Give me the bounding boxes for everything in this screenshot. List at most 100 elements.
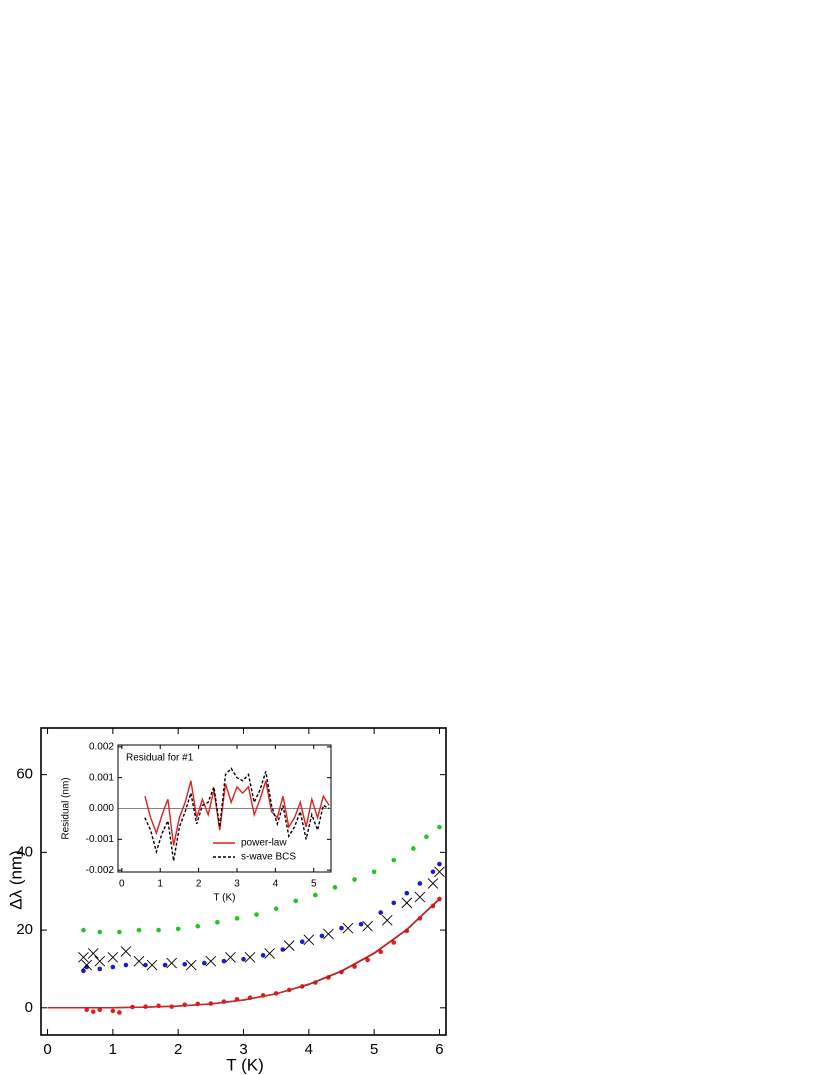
x-marker [225, 951, 236, 963]
dot [319, 933, 325, 939]
inset-y-title: Residual (nm) [61, 777, 72, 839]
x-marker [342, 922, 354, 934]
y-tick-label: 0.002 [89, 741, 114, 752]
x-marker [401, 897, 413, 909]
dot [437, 861, 442, 867]
plot-content: 0 1 2 3 4 5 -0.002 -0.001 0.000 0.001 0.002 [86, 741, 331, 890]
dot [97, 966, 103, 972]
x-marker [414, 891, 426, 903]
x-marker [381, 915, 393, 926]
dot [280, 947, 285, 952]
dot [162, 962, 168, 968]
dot [378, 910, 383, 915]
x-marker [185, 959, 197, 971]
x-tick-label: 4 [273, 879, 279, 890]
x-marker [166, 957, 177, 969]
dot [110, 964, 116, 970]
x-marker [120, 946, 132, 957]
x-tick-label: 4 [305, 1041, 313, 1058]
x-tick-label: 5 [370, 1041, 378, 1058]
dot [241, 956, 246, 962]
series-line [144, 780, 330, 846]
x-tick-label: 3 [239, 1041, 247, 1058]
series-line [144, 767, 330, 862]
dot [81, 968, 86, 974]
dot [365, 957, 370, 963]
x-marker [146, 959, 158, 971]
dot [202, 960, 207, 966]
x-marker [87, 948, 99, 959]
dot [404, 890, 410, 896]
x-marker [81, 959, 93, 971]
dot [332, 885, 338, 890]
dot [391, 857, 397, 863]
x-marker [94, 955, 106, 967]
dot [81, 927, 86, 933]
series-line [47, 898, 440, 1009]
dot [313, 892, 318, 898]
dot [358, 921, 364, 927]
dot [84, 1007, 90, 1013]
dot [273, 906, 279, 912]
x-tick-label: 2 [174, 1041, 182, 1058]
dot [117, 929, 122, 935]
x-tick-label: 3 [234, 879, 240, 890]
dot [352, 877, 357, 882]
legend-label: power-law [241, 838, 287, 849]
dot [156, 927, 161, 933]
x-tick-label: 1 [109, 1041, 117, 1058]
y-tick-label: 60 [16, 766, 33, 783]
x-axis-title: T (K) [226, 1055, 263, 1074]
x-marker [427, 878, 439, 889]
y-axis-title: Δλ (nm) [6, 850, 25, 910]
dot [175, 926, 181, 932]
dot [391, 900, 397, 906]
x-marker [78, 951, 89, 963]
dot [221, 958, 227, 964]
x-marker [434, 866, 445, 878]
dot [293, 898, 299, 904]
legend-label: s-wave BCS [241, 852, 296, 863]
inset-x-title: T (K) [213, 893, 235, 904]
dot [143, 962, 148, 968]
dot [123, 962, 129, 968]
x-marker [107, 951, 119, 963]
x-marker [205, 955, 217, 967]
dot [424, 834, 429, 840]
inset-title: Residual for #1 [126, 753, 194, 764]
dot [299, 939, 305, 945]
y-tick-label: -0.001 [86, 834, 115, 845]
dot [97, 929, 103, 935]
x-marker [244, 951, 256, 963]
dot [136, 927, 142, 933]
y-tick-label: 0 [25, 999, 33, 1016]
x-tick-label: 0 [43, 1041, 51, 1058]
y-tick-label: -0.002 [86, 865, 115, 876]
dot [97, 1007, 103, 1013]
dot [117, 1010, 122, 1015]
dot [437, 824, 442, 830]
dot [339, 925, 344, 931]
x-marker [362, 920, 373, 932]
dot [182, 961, 188, 967]
dot [215, 920, 220, 925]
y-tick-label: 20 [16, 921, 33, 938]
x-tick-label: 1 [157, 879, 163, 890]
dot [260, 953, 266, 958]
dot [110, 1008, 116, 1014]
dot [391, 940, 397, 945]
x-tick-label: 2 [196, 879, 202, 890]
x-marker [323, 928, 334, 940]
x-marker [283, 940, 295, 951]
x-tick-label: 6 [435, 1041, 443, 1058]
x-tick-label: 0 [119, 879, 125, 890]
y-tick-label: 0.001 [89, 772, 114, 783]
x-marker [133, 955, 145, 967]
dot [371, 869, 377, 875]
dot [417, 881, 423, 886]
dot [378, 949, 383, 955]
y-tick-label: 40 [16, 843, 33, 860]
